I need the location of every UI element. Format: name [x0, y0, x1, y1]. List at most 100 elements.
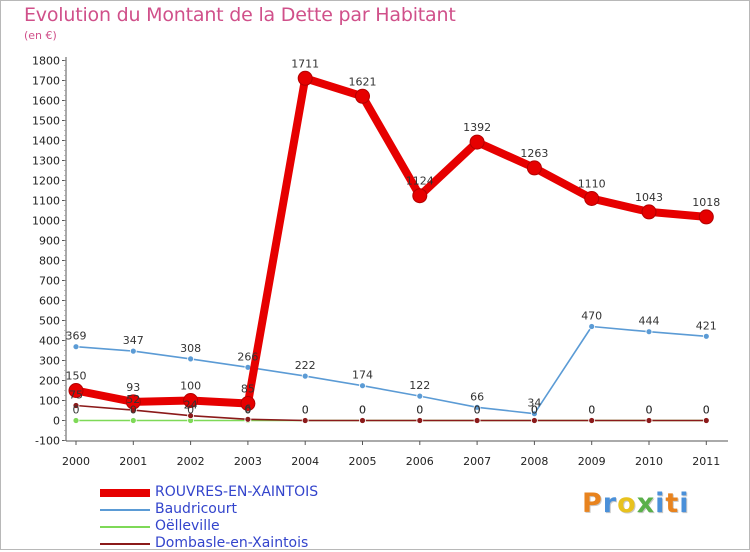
data-point [129, 417, 137, 424]
x-tick-label: 2003 [234, 455, 262, 468]
data-point [68, 383, 84, 398]
data-point [359, 382, 366, 390]
data-label: 174 [352, 369, 373, 382]
logo-letter: r [602, 488, 618, 519]
data-label: 266 [237, 350, 258, 363]
data-label: 0 [646, 404, 653, 417]
data-label: 0 [302, 404, 309, 417]
x-tick-label: 2007 [463, 455, 491, 468]
y-tick-label: 300 [39, 355, 60, 368]
data-point [588, 323, 596, 330]
data-point [240, 396, 256, 411]
data-point [584, 191, 600, 206]
data-point [531, 417, 538, 424]
y-tick-label: 600 [39, 295, 60, 308]
data-point [473, 403, 481, 411]
data-label: 0 [474, 404, 481, 417]
x-tick-label: 2006 [406, 455, 434, 468]
data-label: 75 [69, 389, 83, 402]
data-label: 0 [474, 404, 481, 417]
logo-letter: i [679, 488, 690, 519]
legend-label: Baudricourt [155, 501, 237, 517]
data-label: 0 [130, 404, 137, 417]
data-label: 222 [295, 359, 316, 372]
data-label: 369 [66, 330, 87, 343]
x-tick-label: 2010 [635, 455, 663, 468]
data-label: 1621 [349, 75, 377, 88]
data-label: 421 [696, 319, 717, 332]
data-point [641, 204, 657, 220]
y-tick-label: 1100 [32, 195, 60, 208]
series-1 [72, 323, 710, 418]
data-label: 34 [527, 397, 541, 410]
data-point [473, 417, 481, 424]
x-tick-label: 2009 [578, 455, 606, 468]
data-label: 0 [588, 404, 595, 417]
data-point [526, 160, 542, 176]
legend-swatch [100, 489, 150, 497]
data-label: 0 [187, 404, 194, 417]
data-point [469, 134, 485, 150]
data-label: 1110 [578, 178, 606, 191]
data-point [129, 347, 137, 355]
data-point [702, 332, 710, 340]
data-labels: 150 93 100 85 1711 1621 1124 1392 1263 1110 1043 10… [66, 57, 721, 416]
y-tick-label: 100 [39, 395, 60, 408]
data-label: 0 [359, 404, 366, 417]
data-label: 6 [244, 402, 251, 415]
y-tick-label: 500 [39, 315, 60, 328]
x-tick-label: 2005 [349, 455, 377, 468]
axes: -100010020030040050060070080090010001100… [32, 55, 728, 468]
legend-label: Oëlleville [155, 518, 220, 534]
data-point [645, 328, 653, 336]
data-label: 0 [703, 404, 710, 417]
chart-subtitle: (en €) [24, 29, 57, 42]
data-point [183, 393, 199, 408]
data-label: 0 [646, 404, 653, 417]
series-layer [68, 70, 714, 424]
data-label: 0 [531, 404, 538, 417]
y-tick-label: 1600 [32, 95, 60, 108]
data-label: 0 [416, 404, 423, 417]
y-tick-label: 1000 [32, 215, 60, 228]
data-point [297, 70, 313, 86]
logo-letter: i [655, 488, 666, 519]
data-label: 85 [241, 383, 255, 396]
data-label: 1043 [635, 191, 663, 204]
data-point [355, 88, 370, 104]
legend-swatch [100, 526, 150, 528]
data-label: 66 [470, 390, 484, 403]
data-label: 100 [180, 380, 201, 393]
data-label: 0 [359, 404, 366, 417]
data-point [187, 355, 195, 363]
data-label: 150 [66, 370, 87, 383]
data-label: 0 [302, 404, 309, 417]
data-point [125, 394, 141, 410]
x-tick-label: 2001 [119, 455, 147, 468]
y-tick-label: 700 [39, 275, 60, 288]
y-tick-label: 1400 [32, 135, 60, 148]
data-label: 0 [531, 404, 538, 417]
y-tick-label: 1700 [32, 75, 60, 88]
data-label: 0 [416, 404, 423, 417]
data-label: 444 [639, 315, 660, 328]
data-point [72, 417, 80, 424]
data-label: 52 [126, 393, 140, 406]
data-label: 470 [581, 310, 602, 323]
data-label: 347 [123, 334, 144, 347]
y-tick-label: 0 [53, 415, 60, 428]
y-tick-label: 1800 [32, 55, 60, 68]
data-point [301, 372, 309, 380]
logo-letter: o [617, 488, 637, 519]
data-label: 0 [703, 404, 710, 417]
y-tick-label: 400 [39, 335, 60, 348]
y-tick-label: -100 [35, 435, 60, 448]
logo-letter: P [582, 488, 603, 519]
data-label: 1711 [291, 57, 319, 70]
y-tick-label: 1500 [32, 115, 60, 128]
data-label: 24 [184, 399, 198, 412]
data-label: 1392 [463, 121, 491, 134]
data-point [412, 188, 428, 204]
chart-title: Evolution du Montant de la Dette par Hab… [24, 4, 456, 26]
